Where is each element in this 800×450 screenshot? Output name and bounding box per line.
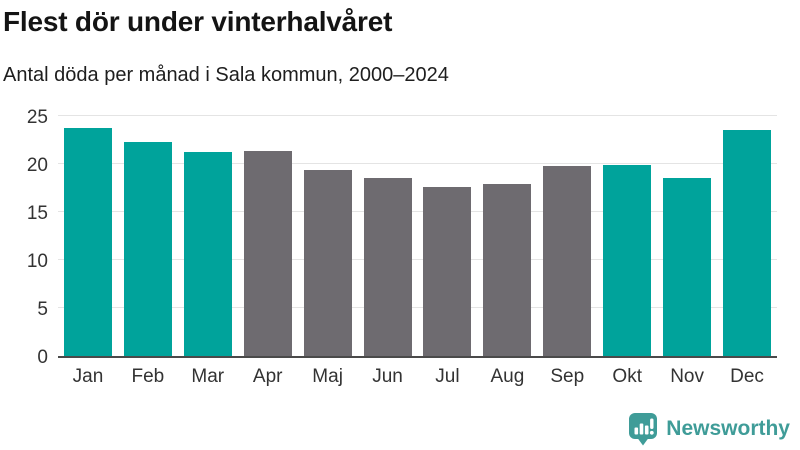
bar-slot-apr bbox=[238, 118, 298, 356]
bar-aug bbox=[483, 184, 532, 356]
x-axis-label-maj: Maj bbox=[312, 366, 343, 387]
x-axis-label-jun: Jun bbox=[372, 366, 403, 387]
newsworthy-logo-text: Newsworthy bbox=[666, 417, 790, 440]
x-axis-label-feb: Feb bbox=[131, 366, 165, 387]
bar-okt bbox=[603, 164, 652, 356]
bar-mar bbox=[183, 152, 232, 356]
x-axis-label-dec: Dec bbox=[730, 366, 764, 387]
gridline-10 bbox=[58, 259, 777, 260]
bar-slot-jun bbox=[358, 118, 418, 356]
bar-slot-feb bbox=[118, 118, 178, 356]
gridline-15 bbox=[58, 211, 777, 212]
bar-slot-sep bbox=[537, 118, 597, 356]
bar-slot-jan bbox=[58, 118, 118, 356]
bar-slot-dec bbox=[717, 118, 777, 356]
bar-feb bbox=[123, 141, 172, 356]
y-axis-label-10: 10 bbox=[26, 251, 48, 272]
bar-dec bbox=[723, 130, 772, 356]
gridline-25 bbox=[58, 115, 777, 116]
bar-apr bbox=[243, 150, 292, 356]
gridline-20 bbox=[58, 163, 777, 164]
bar-jun bbox=[363, 178, 412, 356]
x-axis-label-okt: Okt bbox=[612, 366, 642, 387]
x-axis-label-jan: Jan bbox=[72, 366, 104, 387]
x-axis-label-aug: Aug bbox=[490, 366, 525, 387]
y-axis-label-25: 25 bbox=[26, 107, 48, 128]
bar-slot-okt bbox=[597, 118, 657, 356]
x-axis-label-jul: Jul bbox=[435, 366, 460, 387]
branding: Newsworthy bbox=[628, 412, 790, 446]
bar-jul bbox=[423, 187, 472, 356]
chart-subtitle: Antal döda per månad i Sala kommun, 2000… bbox=[3, 64, 449, 86]
bar-jan bbox=[63, 128, 112, 356]
bar-chart-plot-area bbox=[58, 115, 777, 358]
bar-slot-mar bbox=[178, 118, 238, 356]
x-axis-label-apr: Apr bbox=[252, 366, 283, 387]
bar-slot-jul bbox=[418, 118, 478, 356]
x-axis-label-sep: Sep bbox=[550, 366, 585, 387]
x-axis-label-mar: Mar bbox=[191, 366, 225, 387]
bar-slot-aug bbox=[477, 118, 537, 356]
y-axis-label-20: 20 bbox=[26, 155, 48, 176]
bar-slot-nov bbox=[657, 118, 717, 356]
chart-title: Flest dör under vinterhalvåret bbox=[3, 6, 393, 37]
bar-nov bbox=[663, 178, 712, 356]
y-axis-label-15: 15 bbox=[26, 203, 48, 224]
newsworthy-logo-icon bbox=[629, 413, 658, 446]
bar-maj bbox=[303, 169, 352, 356]
bar-slot-maj bbox=[298, 118, 358, 356]
x-axis-label-nov: Nov bbox=[670, 366, 704, 387]
gridline-5 bbox=[58, 307, 777, 308]
y-axis-label-5: 5 bbox=[37, 299, 48, 320]
y-axis-label-0: 0 bbox=[37, 347, 48, 368]
bar-sep bbox=[543, 165, 592, 356]
